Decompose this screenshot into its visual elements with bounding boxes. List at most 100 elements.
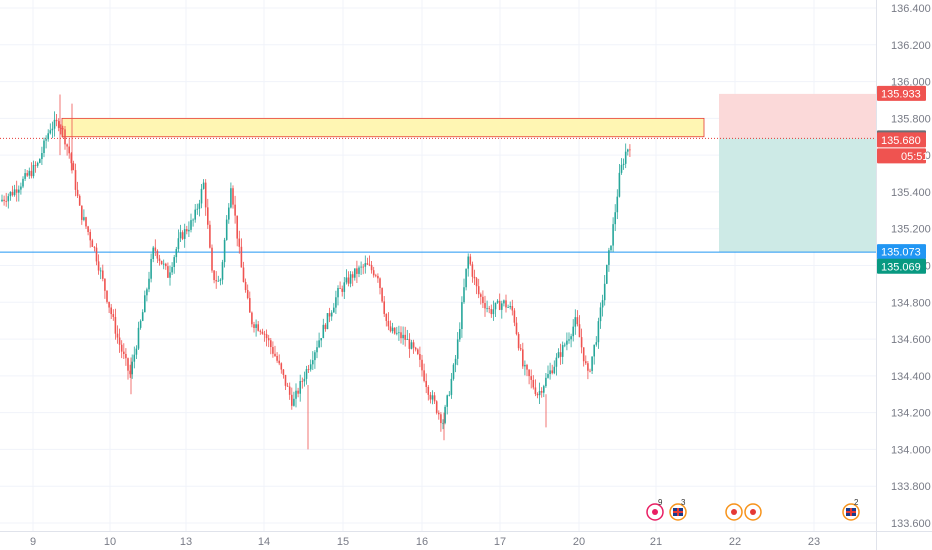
candle-body <box>36 162 39 166</box>
candle-body <box>270 340 272 348</box>
candle <box>498 293 501 311</box>
candle <box>261 328 264 335</box>
candle-body <box>461 302 463 330</box>
candle <box>265 329 268 347</box>
time-tick-label: 21 <box>650 536 662 548</box>
candle-body <box>39 159 41 163</box>
candle <box>519 344 522 352</box>
candle-body <box>421 359 423 371</box>
candle <box>326 312 329 330</box>
time-tick-label: 20 <box>573 536 585 548</box>
stop-loss-zone[interactable] <box>719 93 876 139</box>
economic-events[interactable]: 9 3 2 <box>646 498 860 521</box>
candle-body <box>106 290 108 302</box>
candle-body <box>339 288 341 289</box>
candle-body <box>257 324 259 331</box>
candle <box>486 300 488 313</box>
price-tag-label: 135.073 <box>881 247 921 259</box>
event-dot <box>750 509 756 515</box>
candle-body <box>349 274 352 284</box>
candle <box>81 205 83 225</box>
candle-body <box>263 333 266 335</box>
uk-flag-event-icon[interactable]: 2 <box>842 498 860 521</box>
candle <box>26 170 28 178</box>
candle <box>442 419 444 430</box>
candle-body <box>41 153 43 160</box>
candle-body <box>303 378 306 382</box>
candle-body <box>232 188 234 205</box>
candle <box>465 268 467 291</box>
candle <box>183 223 186 248</box>
resistance-zone[interactable] <box>61 117 705 138</box>
candle <box>379 277 381 295</box>
candle <box>482 290 484 308</box>
candle-body <box>18 189 20 193</box>
candle-body <box>171 267 173 273</box>
candle-body <box>375 275 377 277</box>
candle <box>627 148 629 156</box>
candle-body <box>87 226 89 232</box>
drawings[interactable] <box>0 93 876 253</box>
candle <box>612 217 614 252</box>
candle-body <box>238 238 241 247</box>
candle <box>473 269 476 286</box>
candle <box>532 375 535 390</box>
event-dot <box>731 509 737 515</box>
candle <box>511 299 514 316</box>
candle-body <box>345 277 348 283</box>
candle <box>284 374 287 390</box>
candle-body <box>469 256 472 265</box>
event-marker-icon[interactable]: 9 <box>646 498 664 521</box>
candle-body <box>509 306 511 308</box>
candle <box>526 363 528 377</box>
candle-body <box>112 314 115 317</box>
candle <box>240 238 243 268</box>
candle-body <box>440 414 442 424</box>
take-profit-zone[interactable] <box>719 138 876 253</box>
candle <box>425 373 427 394</box>
candle-body <box>230 188 232 208</box>
candle <box>162 259 165 270</box>
candle-body <box>32 164 35 177</box>
event-marker-icon[interactable] <box>744 503 762 521</box>
candle <box>620 158 623 175</box>
candle <box>118 328 121 353</box>
candle <box>480 292 482 305</box>
candle <box>22 176 24 189</box>
candle <box>15 180 18 202</box>
candle <box>272 341 274 358</box>
candle <box>408 333 411 358</box>
candle-body <box>309 364 312 370</box>
candle <box>469 253 472 266</box>
candle <box>74 163 77 197</box>
candle-body <box>498 300 501 310</box>
candle <box>375 273 377 278</box>
candle <box>293 391 295 407</box>
candle <box>475 277 478 295</box>
candle <box>232 185 234 209</box>
candle-body <box>150 258 152 279</box>
candle-body <box>343 282 346 292</box>
price-tick-label: 136.000 <box>891 77 931 89</box>
candle <box>582 347 585 367</box>
candle <box>545 373 547 388</box>
candle <box>538 382 541 405</box>
candle-body <box>202 182 205 189</box>
candle-body <box>198 203 201 209</box>
event-marker-icon[interactable] <box>725 503 743 521</box>
candle <box>450 372 453 399</box>
candle-body <box>284 374 287 386</box>
candle <box>53 111 56 137</box>
candle-body <box>253 324 255 328</box>
candle-body <box>51 128 54 131</box>
candle <box>364 255 367 274</box>
candle-body <box>295 390 297 399</box>
candle-body <box>236 215 238 239</box>
time-axis[interactable]: 9 10 13 14 15 16 17 20 21 22 23 <box>0 531 932 549</box>
uk-flag-event-icon[interactable]: 3 <box>669 498 687 521</box>
candle <box>267 334 270 348</box>
candle-body <box>15 189 18 193</box>
candle-body <box>194 209 196 220</box>
